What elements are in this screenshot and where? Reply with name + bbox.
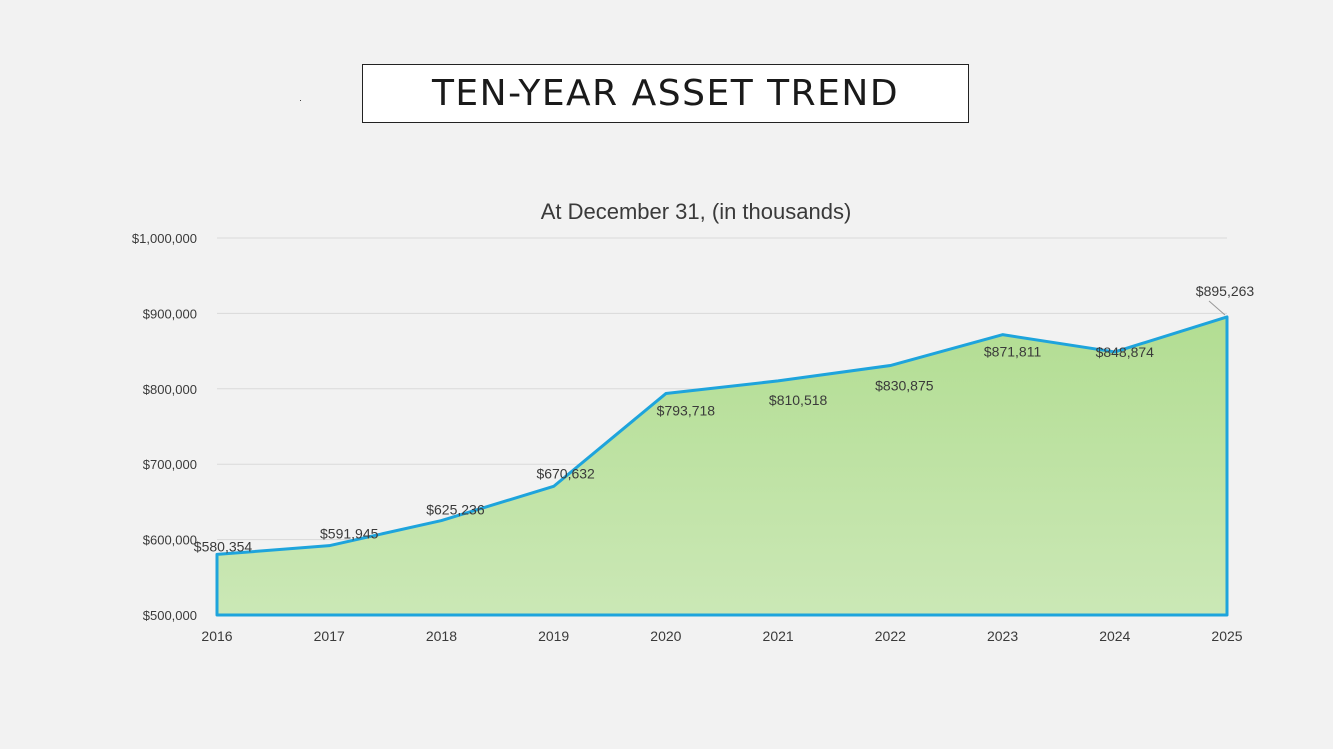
slide-title: TEN-YEAR ASSET TREND <box>431 73 900 114</box>
decorative-dot <box>300 100 301 101</box>
x-tick-label: 2017 <box>314 628 345 644</box>
x-tick-label: 2019 <box>538 628 569 644</box>
x-tick-label: 2018 <box>426 628 457 644</box>
data-label: $810,518 <box>769 392 828 408</box>
x-axis: 2016 2017 2018 2019 2020 2021 2022 2023 2024 2025 <box>201 628 1242 644</box>
data-label: $871,811 <box>984 344 1042 360</box>
area-series <box>215 315 1229 617</box>
y-tick-label: $900,000 <box>143 306 197 321</box>
data-label: $895,263 <box>1196 283 1255 299</box>
x-tick-label: 2021 <box>763 628 794 644</box>
data-label: $830,875 <box>875 378 934 394</box>
y-tick-label: $700,000 <box>143 457 197 472</box>
data-label: $670,632 <box>536 465 595 481</box>
data-label-leader <box>1208 300 1226 316</box>
data-label: $580,354 <box>194 538 253 554</box>
y-tick-label: $800,000 <box>143 382 197 397</box>
area-fill <box>215 315 1229 617</box>
x-tick-label: 2024 <box>1099 628 1130 644</box>
y-tick-label: $500,000 <box>143 608 197 623</box>
chart-title: At December 31, (in thousands) <box>541 199 852 224</box>
data-label: $793,718 <box>657 403 716 419</box>
data-label: $848,874 <box>1096 344 1155 360</box>
data-label: $625,236 <box>426 502 485 518</box>
y-tick-label: $1,000,000 <box>132 231 197 246</box>
y-tick-label: $600,000 <box>143 533 197 548</box>
x-tick-label: 2022 <box>875 628 906 644</box>
slide-title-box: TEN-YEAR ASSET TREND <box>362 64 969 123</box>
data-labels: $580,354 $591,945 $625,236 $670,632 $793,718… <box>194 283 1255 554</box>
data-label: $591,945 <box>320 526 379 542</box>
x-tick-label: 2023 <box>987 628 1018 644</box>
y-axis: $500,000 $600,000 $700,000 $800,000 $900,000… <box>132 231 197 623</box>
x-tick-label: 2025 <box>1211 628 1242 644</box>
x-tick-label: 2016 <box>201 628 232 644</box>
x-tick-label: 2020 <box>650 628 681 644</box>
